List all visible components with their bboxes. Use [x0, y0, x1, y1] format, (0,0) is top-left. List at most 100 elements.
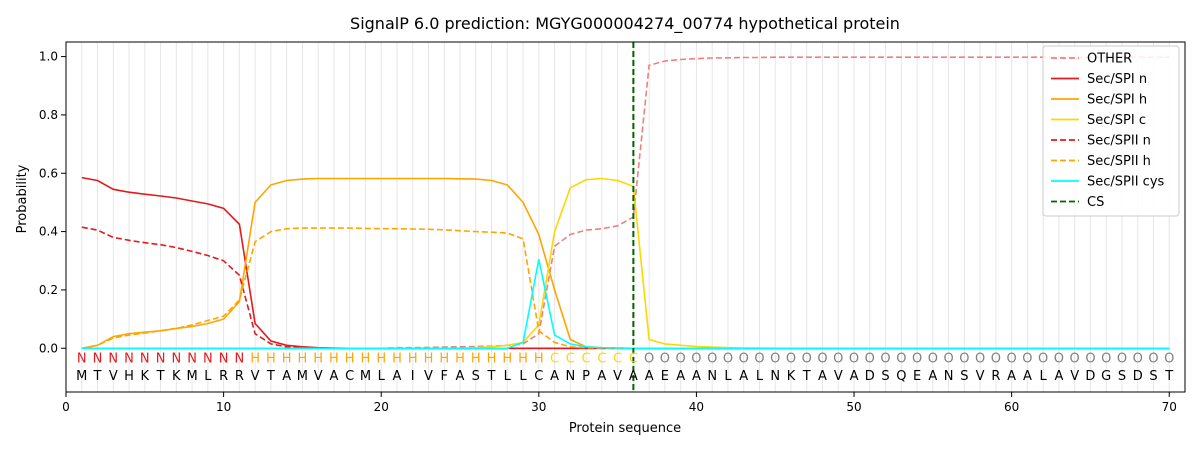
region-label: O — [1133, 351, 1143, 366]
region-label: N — [156, 351, 166, 366]
region-label: H — [345, 351, 355, 366]
residue-letter: A — [850, 369, 859, 384]
region-label: H — [518, 351, 528, 366]
region-label: O — [770, 351, 780, 366]
y-tick-label: 0.8 — [39, 108, 58, 122]
residue-letter: M — [186, 369, 197, 384]
region-label: O — [1038, 351, 1048, 366]
residue-letter: V — [109, 369, 118, 384]
region-label: N — [77, 351, 87, 366]
residue-letter: M — [297, 369, 308, 384]
region-label: O — [865, 351, 875, 366]
residue-letter: A — [597, 369, 606, 384]
residue-letter: M — [76, 369, 87, 384]
region-label: H — [282, 351, 292, 366]
region-label: N — [219, 351, 229, 366]
region-label: H — [534, 351, 544, 366]
region-label: N — [140, 351, 150, 366]
residue-letter: A — [329, 369, 338, 384]
residue-letter: V — [314, 369, 323, 384]
region-label: H — [502, 351, 512, 366]
region-label: H — [361, 351, 371, 366]
y-tick-label: 1.0 — [39, 50, 58, 64]
residue-letter: A — [928, 369, 937, 384]
region-label: O — [1101, 351, 1111, 366]
region-label: O — [739, 351, 749, 366]
legend-label: Sec/SPI c — [1087, 113, 1146, 128]
x-tick-label: 10 — [216, 400, 231, 414]
region-label: N — [234, 351, 244, 366]
region-label: H — [487, 351, 497, 366]
residue-letter: E — [661, 369, 669, 384]
region-label: C — [629, 351, 638, 366]
residue-letter: C — [345, 369, 354, 384]
legend-label: OTHER — [1087, 52, 1132, 67]
residue-letter: L — [1040, 369, 1048, 384]
legend-label: Sec/SPI n — [1087, 72, 1147, 87]
x-tick-label: 60 — [1004, 400, 1019, 414]
residue-letter: D — [865, 369, 875, 384]
residue-letter: A — [1023, 369, 1032, 384]
x-tick-label: 40 — [689, 400, 704, 414]
residue-letter: L — [504, 369, 512, 384]
residue-letter: A — [393, 369, 402, 384]
residue-letter: A — [818, 369, 827, 384]
series-line-sec-spi-h — [81, 177, 1170, 350]
residue-letter: R — [991, 369, 1000, 384]
region-label: N — [108, 351, 118, 366]
residue-letter: R — [235, 369, 244, 384]
residue-letter: T — [487, 369, 496, 384]
x-tick-label: 0 — [62, 400, 70, 414]
region-label: O — [880, 351, 890, 366]
residue-letter: E — [913, 369, 921, 384]
region-label: H — [392, 351, 402, 366]
region-label: H — [329, 351, 339, 366]
region-label: H — [424, 351, 434, 366]
region-label: O — [1085, 351, 1095, 366]
residue-letter: S — [1118, 369, 1126, 384]
x-tick-label: 30 — [531, 400, 546, 414]
residue-letter: T — [156, 369, 165, 384]
residue-letter: V — [1070, 369, 1079, 384]
residue-letter: A — [645, 369, 654, 384]
residue-letter: T — [93, 369, 102, 384]
x-tick-label: 50 — [846, 400, 861, 414]
plot-frame — [65, 41, 1186, 393]
y-tick-label: 0.4 — [39, 225, 58, 239]
residue-letter: V — [834, 369, 843, 384]
residue-letter: V — [251, 369, 260, 384]
y-axis-label: Probability — [15, 164, 30, 233]
region-label: O — [959, 351, 969, 366]
region-label: C — [566, 351, 575, 366]
region-label: H — [376, 351, 386, 366]
region-label: H — [266, 351, 276, 366]
residue-letter: T — [266, 369, 275, 384]
region-label: H — [439, 351, 449, 366]
chart-title: SignalP 6.0 prediction: MGYG000004274_00… — [350, 14, 900, 34]
residue-letter: A — [629, 369, 638, 384]
region-label: O — [754, 351, 764, 366]
region-label: O — [1054, 351, 1064, 366]
region-label: O — [1117, 351, 1127, 366]
residue-letter: K — [172, 369, 181, 384]
x-tick-label: 20 — [374, 400, 389, 414]
region-label: H — [250, 351, 260, 366]
region-label: O — [817, 351, 827, 366]
residue-letter: S — [881, 369, 889, 384]
residue-letter: A — [1054, 369, 1063, 384]
region-label: O — [660, 351, 670, 366]
y-tick-label: 0.2 — [39, 283, 58, 297]
residue-letter: S — [960, 369, 968, 384]
residue-letter: Q — [896, 369, 906, 384]
region-label: O — [896, 351, 906, 366]
region-label: O — [802, 351, 812, 366]
region-label: O — [691, 351, 701, 366]
region-label: N — [187, 351, 197, 366]
legend-box — [1042, 45, 1180, 217]
residue-letter: A — [456, 369, 465, 384]
residue-letter: T — [1164, 369, 1173, 384]
region-label: H — [455, 351, 465, 366]
residue-letter: N — [944, 369, 954, 384]
residue-letter: P — [582, 369, 590, 384]
region-label: N — [93, 351, 103, 366]
